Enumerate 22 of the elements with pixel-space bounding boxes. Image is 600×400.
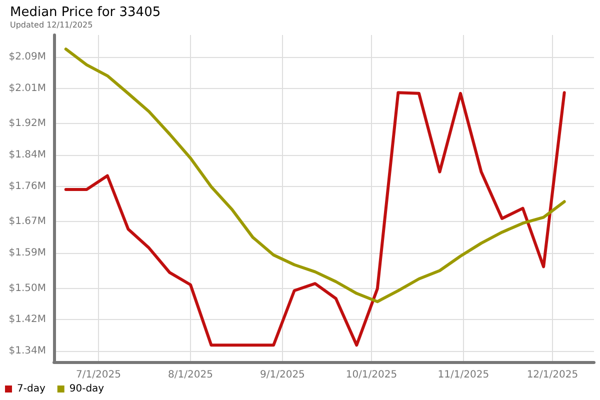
line-series bbox=[64, 48, 566, 304]
y-tick-label: $1.42M bbox=[8, 314, 46, 326]
legend-label: 7-day bbox=[17, 384, 46, 394]
y-tick-label: $1.50M bbox=[8, 282, 46, 294]
line-series bbox=[64, 91, 566, 347]
x-tick-label: 9/1/2025 bbox=[260, 370, 305, 380]
chart-subtitle: Updated 12/11/2025 bbox=[10, 20, 93, 30]
y-tick-label: $1.59M bbox=[8, 248, 46, 258]
x-tick-label: 8/1/2025 bbox=[168, 370, 213, 380]
y-tick-label: $2.09M bbox=[8, 51, 46, 62]
x-tick-label: 12/1/2025 bbox=[526, 370, 578, 380]
y-tick-label: $1.67M bbox=[8, 216, 46, 228]
y-tick-label: $1.84M bbox=[8, 149, 46, 160]
legend-label: 90-day bbox=[69, 384, 104, 394]
x-tick-label: 11/1/2025 bbox=[438, 370, 490, 380]
chart-title: Median Price for 33405 bbox=[10, 5, 161, 20]
x-tick-label: 7/1/2025 bbox=[76, 370, 121, 380]
x-tick-label: 10/1/2025 bbox=[346, 370, 398, 380]
y-tick-label: $1.76M bbox=[8, 180, 46, 192]
y-tick-label: $1.34M bbox=[8, 346, 46, 357]
y-tick-label: $2.01M bbox=[8, 82, 46, 94]
y-tick-label: $1.92M bbox=[8, 118, 46, 130]
